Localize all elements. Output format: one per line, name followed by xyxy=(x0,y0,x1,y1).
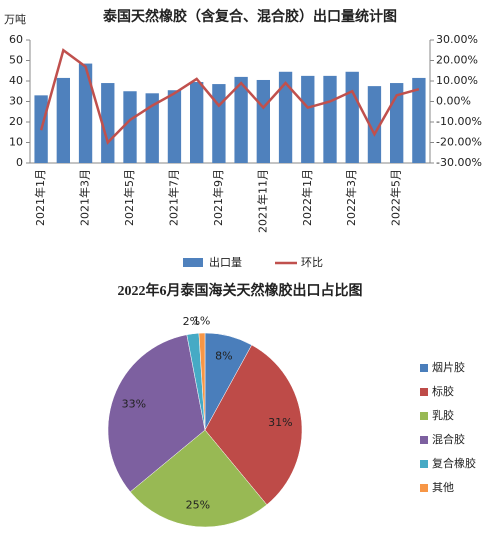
line xyxy=(39,48,420,145)
pie-slice xyxy=(204,344,303,506)
legend-label: 复合橡胶 xyxy=(432,456,476,470)
legend-swatch xyxy=(420,484,428,492)
x-tick-label: 2021年9月 xyxy=(211,169,225,226)
legend-swatch xyxy=(420,412,428,420)
x-tick-label: 2022年5月 xyxy=(389,169,403,226)
y2-tick-label: -30.00% xyxy=(436,156,482,169)
legend-label: 乳胶 xyxy=(432,408,454,422)
bar xyxy=(123,91,137,163)
bar xyxy=(367,86,382,163)
legend-label: 标胶 xyxy=(432,384,454,398)
data-label: 31% xyxy=(268,416,292,429)
chart-title: 2022年6月泰国海关天然橡胶出口占比图 xyxy=(118,282,363,299)
bar xyxy=(256,79,270,163)
legend-label: 混合胶 xyxy=(432,432,465,446)
legend-swatch xyxy=(420,436,428,444)
y2-tick-label: -10.00% xyxy=(436,115,482,128)
x-tick-label: 2022年1月 xyxy=(300,169,314,226)
bar xyxy=(301,75,315,163)
bar xyxy=(345,71,359,163)
bar xyxy=(78,63,93,164)
data-label: 25% xyxy=(186,498,210,511)
y-tick-label: 0 xyxy=(16,156,23,169)
y-tick-label: 60 xyxy=(9,33,23,46)
x-tick-label: 2021年5月 xyxy=(122,169,136,226)
y2-tick-label: 10.00% xyxy=(436,74,478,87)
bar xyxy=(56,77,70,163)
bar xyxy=(190,82,204,163)
legend-swatch xyxy=(420,460,428,468)
legend-swatch xyxy=(183,258,203,267)
x-tick-label: 2021年11月 xyxy=(255,169,269,233)
x-tick-label: 2021年3月 xyxy=(78,169,92,226)
x-tick-label: 2021年1月 xyxy=(33,169,47,226)
pie-slice xyxy=(107,334,206,493)
data-label: 33% xyxy=(122,397,146,410)
data-label: 1% xyxy=(193,314,210,327)
y-tick-label: 40 xyxy=(9,74,23,87)
y-axis-label: 万吨 xyxy=(4,13,26,26)
legend-label: 环比 xyxy=(301,256,323,269)
bar xyxy=(278,71,293,163)
chart-title: 泰国天然橡胶（含复合、混合胶）出口量统计图 xyxy=(102,8,397,25)
data-label: 2% xyxy=(183,315,200,328)
bar xyxy=(167,90,182,163)
data-label: 8% xyxy=(215,350,232,363)
y2-tick-label: 30.00% xyxy=(436,33,478,46)
bar xyxy=(412,77,426,163)
x-tick-label: 2021年7月 xyxy=(166,169,180,226)
y-tick-label: 50 xyxy=(9,54,23,67)
y-tick-label: 30 xyxy=(9,95,23,108)
legend-label: 出口量 xyxy=(209,255,242,269)
y2-tick-label: -20.00% xyxy=(436,136,482,149)
bar xyxy=(101,83,115,163)
bar xyxy=(145,93,159,163)
legend-swatch xyxy=(420,388,428,396)
x-tick-label: 2022年3月 xyxy=(344,169,358,226)
legend-label: 烟片胶 xyxy=(432,360,465,374)
legend-swatch xyxy=(420,364,428,372)
bar xyxy=(234,76,248,163)
legend-label: 其他 xyxy=(432,481,454,494)
bar xyxy=(323,75,337,163)
pie-slice xyxy=(129,429,268,528)
bar xyxy=(212,84,226,163)
y2-tick-label: 0.00% xyxy=(436,95,471,108)
pie-slice xyxy=(198,332,206,431)
y2-tick-label: 20.00% xyxy=(436,54,478,67)
y-tick-label: 10 xyxy=(9,136,23,149)
y-tick-label: 20 xyxy=(9,115,23,128)
